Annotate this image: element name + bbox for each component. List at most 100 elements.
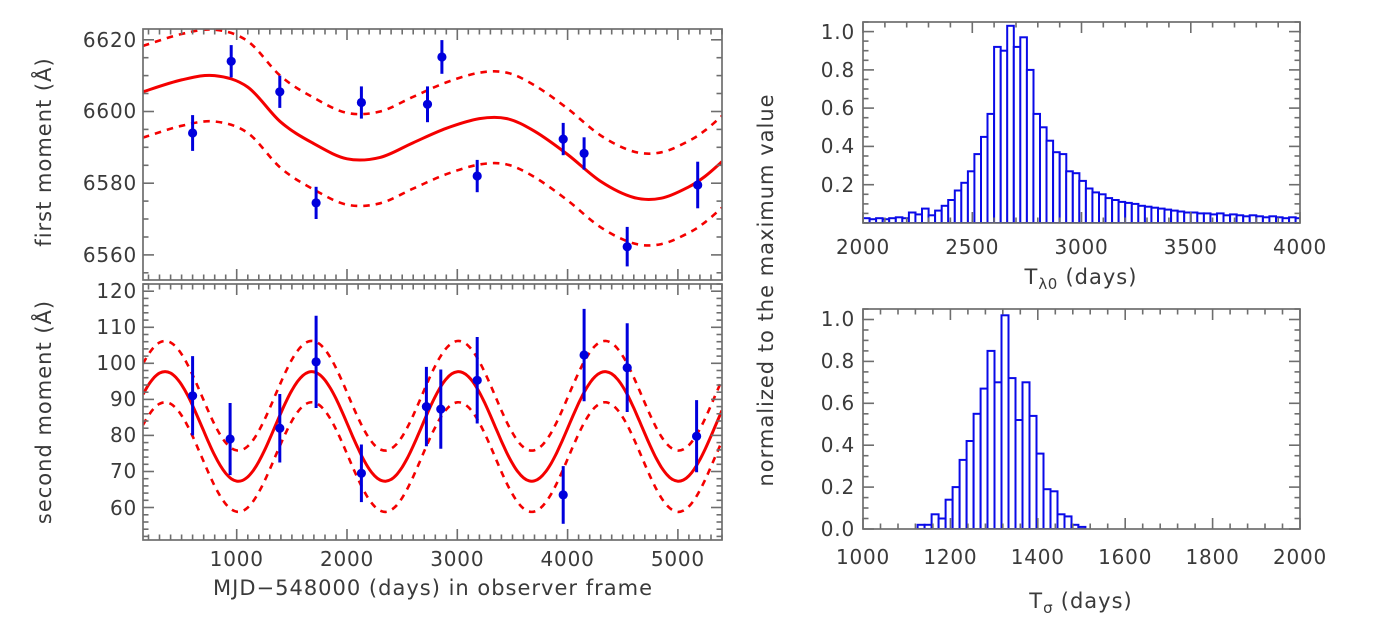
first-moment-upper-envelope-curve	[143, 29, 722, 155]
first-moment-y-tick-label: 6620	[82, 27, 137, 52]
t-lambda0-histogram-content	[863, 24, 1300, 223]
first-moment-data-point	[472, 171, 482, 181]
second-moment-x-tick-label: 2000	[319, 547, 375, 571]
first-moment-frame	[142, 28, 723, 281]
t-lambda0-axis-title: Tλ0 (days)	[1024, 265, 1138, 293]
first-moment-content	[143, 29, 722, 267]
second-moment-data-point	[188, 391, 198, 401]
normalized-axis-title: normalized to the maximum value	[754, 93, 778, 487]
t-sigma-histogram-y-tick-label: 0.2	[820, 475, 855, 500]
second-moment-frame	[142, 283, 723, 541]
second-moment-data-point	[421, 402, 431, 412]
second-moment-y-tick-label: 90	[109, 387, 137, 412]
t-sigma-histogram-bar	[1007, 377, 1017, 529]
t-lambda0-histogram-ticks	[862, 21, 1301, 224]
first-moment-ticks	[143, 29, 723, 280]
t-sigma-histogram-y-tick-label: 0.4	[820, 433, 855, 458]
first-moment-axis-title: first moment (Å)	[32, 57, 56, 247]
t-sigma-histogram-bar	[1063, 515, 1073, 529]
first-moment-data-point	[356, 97, 366, 108]
t-sigma-histogram-bar	[1014, 419, 1024, 529]
first-moment-y-tick-label: 6580	[82, 171, 137, 196]
t-sigma-histogram-x-tick-label: 2000	[1272, 545, 1328, 569]
t-sigma-histogram-x-tick-label: 1200	[923, 545, 978, 569]
second-moment-x-tick-label: 3000	[430, 547, 485, 571]
t-lambda0-histogram-y-tick-label: 0.2	[820, 172, 855, 197]
second-moment-x-tick-label: 1000	[209, 547, 264, 571]
first-moment-model-curve	[143, 73, 722, 202]
second-moment-data-point	[311, 357, 321, 367]
second-moment-data-point	[558, 490, 568, 500]
second-moment-y-tick-label: 120	[96, 279, 137, 304]
t-sigma-histogram-bar	[1049, 490, 1059, 529]
second-moment-y-tick-label: 60	[109, 495, 137, 520]
t-sigma-histogram-bar	[937, 517, 947, 529]
t-lambda0-histogram-x-tick-label: 3000	[1054, 235, 1109, 259]
second-moment-x-tick-label: 5000	[650, 547, 705, 571]
second-moment-y-tick-label: 80	[109, 423, 137, 448]
t-sigma-histogram-bar	[1035, 452, 1045, 529]
t-sigma-histogram-bar	[951, 486, 961, 529]
second-moment-data-point	[356, 468, 366, 478]
t-sigma-histogram-y-tick-label: 0.6	[820, 391, 855, 416]
t-lambda0-histogram-y-tick-label: 1.0	[820, 19, 855, 44]
t-sigma-subscript: σ	[1043, 599, 1054, 617]
t-sigma-symbol: T	[1029, 589, 1044, 613]
t-sigma-units: (days)	[1053, 589, 1133, 613]
t-sigma-histogram-frame	[862, 308, 1301, 530]
t-lambda0-histogram-panel	[862, 21, 1301, 224]
t-lambda0-histogram-y-tick-label: 0.6	[820, 96, 855, 121]
second-moment-model-curve	[143, 370, 722, 483]
t-lambda0-histogram-x-tick-label: 2000	[835, 235, 891, 259]
second-moment-lower-envelope-curve	[143, 400, 722, 514]
first-moment-data-point	[693, 180, 703, 190]
t-sigma-histogram-bar	[1028, 414, 1038, 529]
first-moment-data-point	[188, 128, 198, 138]
first-moment-data-point	[226, 56, 236, 66]
first-moment-y-tick-label: 6600	[82, 99, 137, 124]
second-moment-y-tick-label: 100	[96, 351, 137, 376]
t-lambda0-subscript: λ0	[1038, 275, 1058, 293]
t-sigma-histogram-bar	[1077, 525, 1087, 529]
t-sigma-histogram-bar	[986, 349, 996, 529]
second-moment-data-point	[692, 431, 702, 441]
t-sigma-histogram-ticks	[862, 308, 1301, 530]
t-lambda0-histogram-x-tick-label: 2500	[945, 235, 1000, 259]
t-sigma-histogram-bar	[1000, 314, 1010, 529]
first-moment-data-point	[422, 99, 433, 109]
t-lambda0-histogram-y-tick-label: 0.4	[820, 134, 855, 159]
t-sigma-histogram-bar	[958, 458, 968, 529]
second-moment-upper-envelope-curve	[143, 339, 722, 452]
t-sigma-histogram-bar	[993, 381, 1003, 529]
t-sigma-histogram-y-tick-label: 0.0	[820, 517, 855, 541]
mjd-axis-title: MJD−548000 (days) in observer frame	[213, 576, 653, 600]
first-moment-data-point	[311, 198, 321, 208]
first-moment-data-point	[579, 148, 589, 158]
t-sigma-histogram-content	[916, 314, 1087, 529]
t-sigma-histogram-x-tick-label: 1600	[1098, 545, 1153, 569]
second-moment-panel	[142, 283, 723, 541]
second-moment-y-tick-label: 110	[96, 315, 137, 340]
t-sigma-axis-title: Tσ (days)	[1029, 589, 1133, 617]
second-moment-data-point	[579, 350, 589, 360]
t-sigma-histogram-bar	[972, 412, 982, 529]
first-moment-panel	[142, 28, 723, 281]
t-sigma-histogram-bar	[1042, 488, 1052, 529]
second-moment-y-tick-label: 70	[109, 459, 137, 484]
second-moment-axis-title: second moment (Å)	[32, 299, 56, 525]
first-moment-lower-envelope-curve	[143, 119, 722, 247]
t-sigma-histogram-bar	[965, 440, 975, 529]
first-moment-y-tick-label: 6560	[82, 242, 137, 267]
second-moment-content	[143, 308, 722, 524]
t-lambda0-histogram-x-tick-label: 3500	[1163, 235, 1218, 259]
second-moment-data-point	[436, 404, 446, 414]
second-moment-data-point	[225, 434, 235, 444]
t-sigma-histogram-bar	[1021, 381, 1031, 529]
t-lambda0-units: (days)	[1057, 265, 1138, 289]
t-lambda0-histogram-x-tick-label: 4000	[1272, 235, 1328, 259]
t-lambda0-symbol: T	[1024, 265, 1039, 289]
t-sigma-histogram-y-tick-label: 1.0	[820, 307, 855, 332]
second-moment-data-point	[622, 363, 632, 373]
